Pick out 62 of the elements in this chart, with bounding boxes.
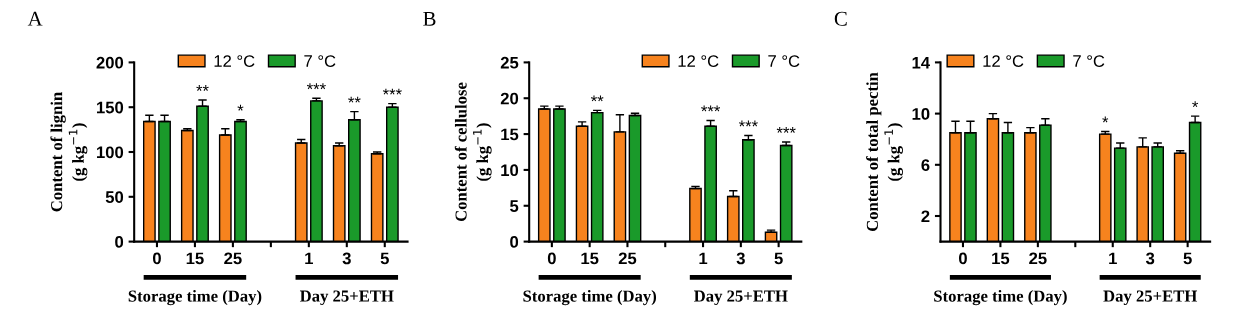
x-tick-label: 5 [774,252,783,265]
x-tick-label: 5 [1183,252,1192,265]
y-tick-label: 5 [510,200,519,212]
legend-label: 7 °C [768,55,800,67]
annotation: * [1192,101,1199,108]
x-tick-label: 5 [380,252,389,265]
text: Storage time (Day) [934,289,1067,306]
y-tick-label: 10 [501,164,519,177]
y-tick-label: 0 [115,236,124,248]
text: Day 25+ETH [299,290,394,306]
legend-label: 12 °C [214,55,255,67]
annotation: *** [306,83,326,90]
chart-title: B [423,11,436,26]
y-tick-label: 150 [97,101,124,114]
text: Day 25+ETH [1103,290,1198,306]
chart-title: A [27,11,43,26]
y-tick-label: 0 [510,236,519,248]
y-tick-label: 14 [912,56,930,69]
y-tick-label: 20 [500,92,519,105]
annotation: *** [776,127,796,133]
text: Storage time (Day) [523,289,657,306]
y-axis-title: Content of total pectin (g kg$^{−1}$) [866,72,903,232]
x-tick-label: 15 [186,252,204,265]
y-axis-title: Content of cellulose (g kg$^{−1}$) [454,82,492,222]
legend-label: 12 °C [983,55,1024,67]
x-tick-label: 15 [581,252,599,265]
y-tick-label: 100 [97,146,124,159]
y-tick-label: 2 [921,210,930,223]
text: Storage time (Day) [128,289,262,306]
x-tick-label: 1 [1109,252,1117,265]
x-tick-label: 25 [1029,252,1047,265]
y-tick-label: 50 [105,191,124,203]
legend-label: 7 °C [304,55,336,67]
x-tick-label: 0 [152,252,161,265]
x-tick-label: 25 [224,252,242,265]
y-tick-label: 200 [96,56,124,69]
annotation: *** [701,105,721,112]
chart-title: C [834,11,847,26]
y-tick-label: 15 [501,128,519,141]
annotation: ** [348,96,361,103]
annotation: ** [196,85,209,91]
y-tick-label: 6 [921,159,930,171]
x-tick-label: 1 [305,252,313,265]
x-tick-label: 1 [699,252,708,265]
x-tick-label: 3 [736,252,745,265]
annotation: *** [738,120,758,127]
x-tick-label: 25 [618,252,637,265]
annotation: * [237,104,244,111]
y-axis-title: Content of lignin (g kg$^{−1}$) [50,92,88,212]
y-tick-label: 10 [912,108,930,120]
x-tick-label: 3 [342,252,351,265]
annotation: ** [591,95,604,102]
x-tick-label: 0 [958,252,967,265]
x-tick-label: 15 [992,252,1010,265]
y-tick-label: 25 [500,56,519,69]
annotation: * [1102,116,1109,123]
x-tick-label: 0 [547,252,556,265]
text: Day 25+ETH [694,290,788,306]
legend-label: 7 °C [1073,55,1105,67]
legend-label: 12 °C [678,55,719,67]
annotation: *** [382,88,402,95]
x-tick-label: 3 [1145,252,1155,265]
